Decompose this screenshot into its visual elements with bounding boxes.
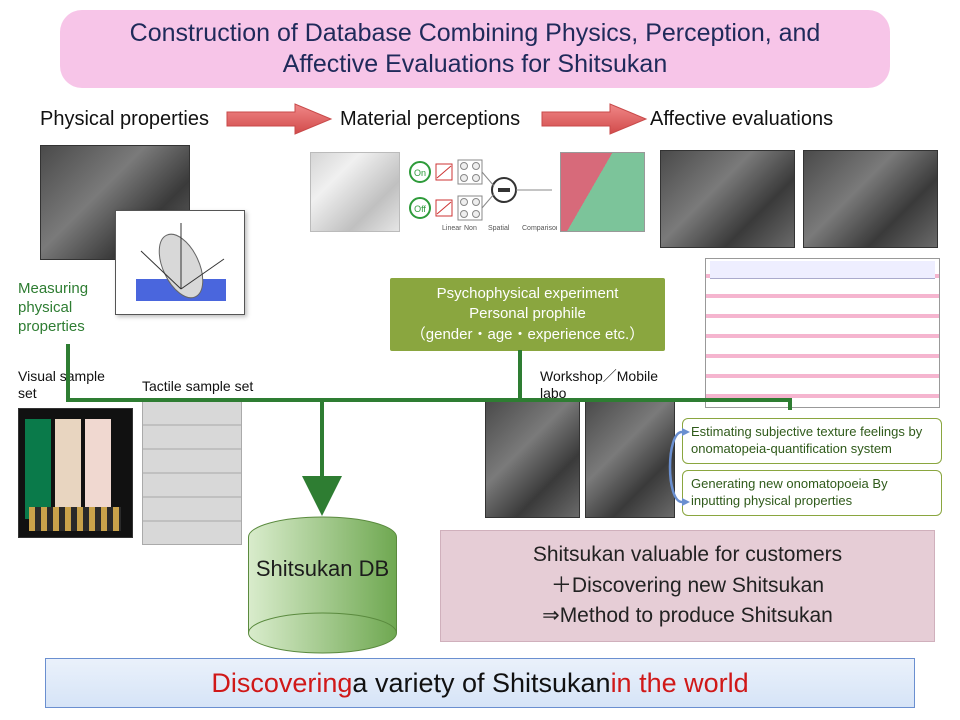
box-generating: Generating new onomatopoeia By inputting… — [682, 470, 942, 516]
bottom-p3: in the world — [611, 668, 749, 699]
label-measuring: Measuring physical properties — [18, 280, 113, 336]
db-label: Shitsukan DB — [250, 555, 395, 583]
heading-material: Material perceptions — [340, 108, 520, 131]
texture-color — [560, 152, 645, 232]
software-screenshot — [705, 258, 940, 408]
value-l1: Shitsukan valuable for customers — [533, 540, 842, 570]
title-banner: Construction of Database Combining Physi… — [60, 10, 890, 88]
texture-grey — [310, 152, 400, 232]
heading-physical: Physical properties — [40, 108, 209, 131]
photo-craft — [660, 150, 795, 248]
svg-text:Comparison: Comparison — [522, 225, 557, 232]
heading-affective: Affective evaluations — [650, 108, 833, 131]
label-visual-set: Visual sample set — [18, 368, 118, 402]
value-l3: ⇒Method to produce Shitsukan — [533, 601, 842, 631]
arrow-2 — [540, 102, 650, 136]
title-text: Construction of Database Combining Physi… — [80, 18, 870, 81]
diagram-brdf — [115, 210, 245, 315]
svg-text:Off: Off — [414, 204, 426, 214]
value-l2: ＋Discovering new Shitsukan — [533, 571, 842, 601]
svg-text:On: On — [414, 168, 426, 178]
psy-l3: （gender・age・experience etc.） — [400, 325, 655, 345]
photo-truck — [485, 400, 580, 518]
filter-diagram: On Off Linear Non Spatial Comparison — [402, 150, 557, 236]
bottom-p1: Discovering — [211, 668, 352, 699]
photo-evaluator — [803, 150, 938, 248]
label-workshop: Workshop／Mobile labo — [540, 368, 660, 402]
svg-text:Non: Non — [464, 225, 477, 232]
psy-l1: Psychophysical experiment — [400, 284, 655, 304]
psy-l2: Personal prophile — [400, 304, 655, 324]
value-box: Shitsukan valuable for customers ＋Discov… — [440, 530, 935, 642]
bottom-banner: Discovering a variety of Shitsukan in th… — [45, 658, 915, 708]
arrow-1 — [225, 102, 335, 136]
svg-text:Linear: Linear — [442, 225, 462, 232]
db-cylinder — [245, 515, 400, 655]
photo-visual-sample — [18, 408, 133, 538]
bottom-p2: a variety of Shitsukan — [352, 668, 610, 699]
label-tactile-set: Tactile sample set — [142, 378, 292, 395]
svg-text:Spatial: Spatial — [488, 225, 510, 232]
box-estimating: Estimating subjective texture feelings b… — [682, 418, 942, 464]
box-psychophysical: Psychophysical experiment Personal proph… — [390, 278, 665, 351]
link-arrows — [660, 420, 690, 516]
photo-tactile-sample — [142, 400, 242, 545]
